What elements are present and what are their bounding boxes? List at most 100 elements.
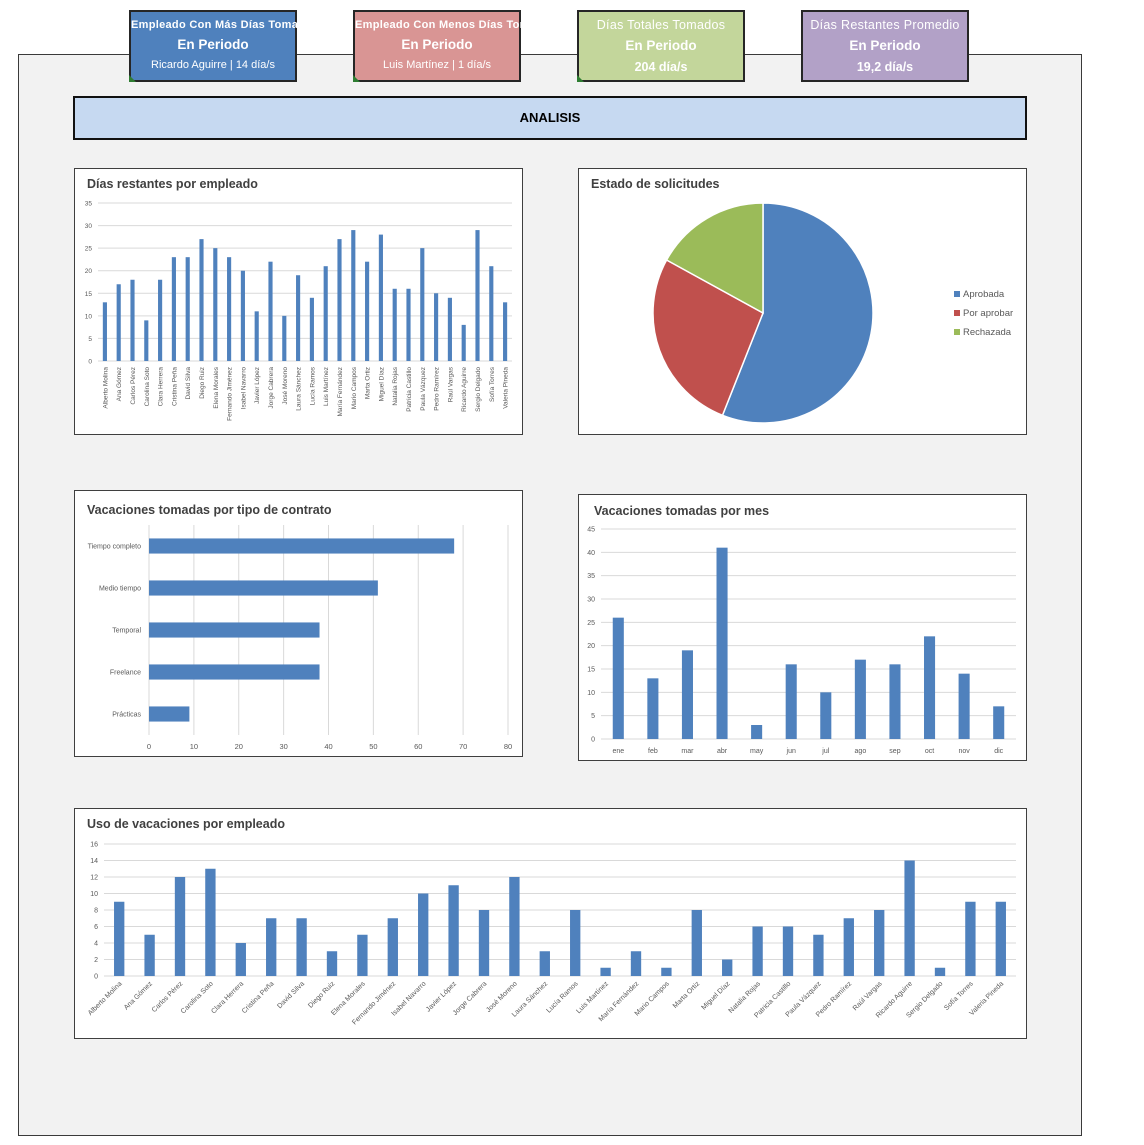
bar[interactable] — [130, 279, 135, 361]
bar[interactable] — [326, 951, 338, 976]
bar[interactable] — [661, 967, 672, 976]
bar[interactable] — [681, 650, 693, 739]
bar[interactable] — [434, 293, 439, 361]
bar[interactable] — [461, 324, 466, 361]
bar[interactable] — [993, 706, 1005, 739]
bar[interactable] — [509, 877, 520, 976]
bar[interactable] — [612, 617, 624, 739]
bar[interactable] — [448, 885, 459, 976]
bar[interactable] — [785, 664, 797, 739]
bar[interactable] — [406, 288, 411, 361]
bar[interactable] — [387, 918, 398, 976]
bar[interactable] — [174, 877, 186, 976]
bar[interactable] — [420, 248, 425, 361]
bar[interactable] — [820, 692, 832, 739]
y-tick-label: 30 — [85, 223, 93, 230]
bar[interactable] — [889, 664, 901, 739]
bar[interactable] — [782, 926, 794, 977]
y-tick-label: 0 — [88, 359, 92, 366]
bar[interactable] — [418, 893, 429, 977]
chart-title: Estado de solicitudes — [591, 177, 720, 191]
bar[interactable] — [478, 910, 490, 976]
chart-usage-per-employee[interactable]: Uso de vacaciones por empleado 0 2 4 6 8 10 12… — [74, 808, 1027, 1039]
chart-contract-type[interactable]: Vacaciones tomadas por tipo de contrato … — [74, 490, 523, 757]
bar[interactable] — [904, 860, 915, 977]
bar[interactable] — [171, 257, 176, 361]
bar[interactable] — [378, 234, 383, 361]
x-tick-label: Carolina Soto — [144, 367, 151, 407]
bar[interactable] — [716, 547, 728, 739]
chart-request-status[interactable]: Estado de solicitudes Aprobada Por aproba… — [578, 168, 1027, 435]
x-tick-label: José Moreno — [282, 367, 289, 405]
bar[interactable] — [337, 239, 342, 361]
bar[interactable] — [843, 918, 854, 976]
bar[interactable] — [924, 636, 936, 739]
bar[interactable] — [489, 266, 494, 361]
bar[interactable] — [296, 275, 301, 361]
bar[interactable] — [570, 910, 581, 976]
chart-remaining-days[interactable]: Días restantes por empleado 0 5 10 15 20 25 30… — [74, 168, 523, 435]
bar[interactable] — [102, 302, 107, 361]
kpi-subtitle: En Periodo — [849, 38, 921, 53]
bar[interactable] — [630, 951, 642, 976]
bar[interactable] — [539, 951, 550, 976]
bar[interactable] — [965, 901, 976, 976]
pie-slice[interactable] — [721, 202, 874, 424]
y-tick-label: 14 — [90, 858, 98, 865]
bar[interactable] — [149, 706, 190, 722]
bar[interactable] — [813, 934, 824, 976]
bar[interactable] — [647, 678, 659, 739]
chart-title: Vacaciones tomadas por tipo de contrato — [87, 503, 332, 517]
chart-monthly[interactable]: Vacaciones tomadas por mes 0 5 10 15 20 25 30 3… — [578, 494, 1027, 761]
bar[interactable] — [323, 266, 328, 361]
bar[interactable] — [854, 659, 866, 739]
x-tick-label: ago — [855, 748, 867, 755]
bar[interactable] — [149, 580, 378, 596]
bar[interactable] — [934, 967, 946, 976]
bar[interactable] — [309, 297, 314, 361]
bar[interactable] — [235, 943, 246, 976]
bar[interactable] — [213, 248, 218, 361]
bar[interactable] — [392, 288, 397, 361]
bar[interactable] — [158, 279, 163, 361]
bar[interactable] — [144, 934, 155, 976]
bar[interactable] — [600, 967, 611, 976]
bar[interactable] — [149, 664, 320, 680]
pie-slice[interactable] — [652, 258, 764, 417]
bar[interactable] — [958, 673, 970, 739]
bar[interactable] — [149, 622, 320, 638]
bar[interactable] — [722, 959, 733, 977]
bar[interactable] — [149, 538, 455, 554]
bar[interactable] — [995, 901, 1006, 976]
bar[interactable] — [751, 725, 763, 739]
legend-label: Rechazada — [963, 327, 1012, 338]
bar[interactable] — [503, 302, 508, 361]
bar[interactable] — [205, 868, 216, 976]
bar[interactable] — [266, 918, 277, 976]
legend-label: Por aprobar — [963, 308, 1013, 319]
bar[interactable] — [185, 257, 190, 361]
bar[interactable] — [447, 297, 452, 361]
bar[interactable] — [254, 311, 259, 361]
x-tick-label: Marta Ortiz — [672, 980, 702, 1010]
y-tick-label: 15 — [85, 291, 93, 298]
bar[interactable] — [752, 926, 763, 977]
bar[interactable] — [691, 910, 702, 976]
bar[interactable] — [365, 261, 370, 361]
bar[interactable] — [227, 257, 232, 361]
x-tick-label: may — [750, 748, 764, 755]
bar[interactable] — [475, 230, 480, 361]
x-tick-label: 50 — [369, 742, 377, 751]
bar[interactable] — [240, 270, 245, 361]
bar[interactable] — [268, 261, 273, 361]
bar[interactable] — [296, 918, 307, 976]
bar[interactable] — [357, 934, 368, 976]
pie-slice[interactable] — [665, 202, 764, 315]
bar[interactable] — [874, 910, 885, 976]
bar[interactable] — [114, 901, 125, 976]
bar[interactable] — [282, 315, 287, 361]
bar[interactable] — [351, 230, 356, 361]
bar[interactable] — [199, 239, 204, 361]
bar[interactable] — [144, 320, 149, 361]
bar[interactable] — [116, 284, 121, 361]
